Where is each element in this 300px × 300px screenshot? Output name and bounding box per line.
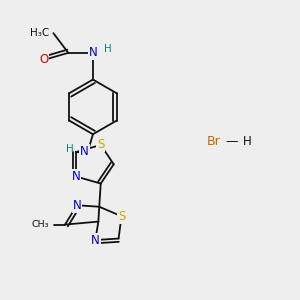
Text: N: N bbox=[73, 199, 81, 212]
Text: H: H bbox=[243, 135, 252, 148]
Text: O: O bbox=[39, 53, 49, 66]
Text: H: H bbox=[66, 144, 74, 154]
Text: N: N bbox=[72, 170, 80, 183]
Text: N: N bbox=[88, 46, 97, 59]
Text: S: S bbox=[118, 210, 125, 223]
Text: N: N bbox=[80, 145, 89, 158]
Text: CH₃: CH₃ bbox=[31, 220, 49, 229]
Text: S: S bbox=[97, 139, 104, 152]
Text: N: N bbox=[91, 233, 100, 247]
Text: Br: Br bbox=[207, 135, 221, 148]
Text: H₃C: H₃C bbox=[30, 28, 49, 38]
Text: —: — bbox=[226, 135, 238, 148]
Text: H: H bbox=[104, 44, 112, 54]
